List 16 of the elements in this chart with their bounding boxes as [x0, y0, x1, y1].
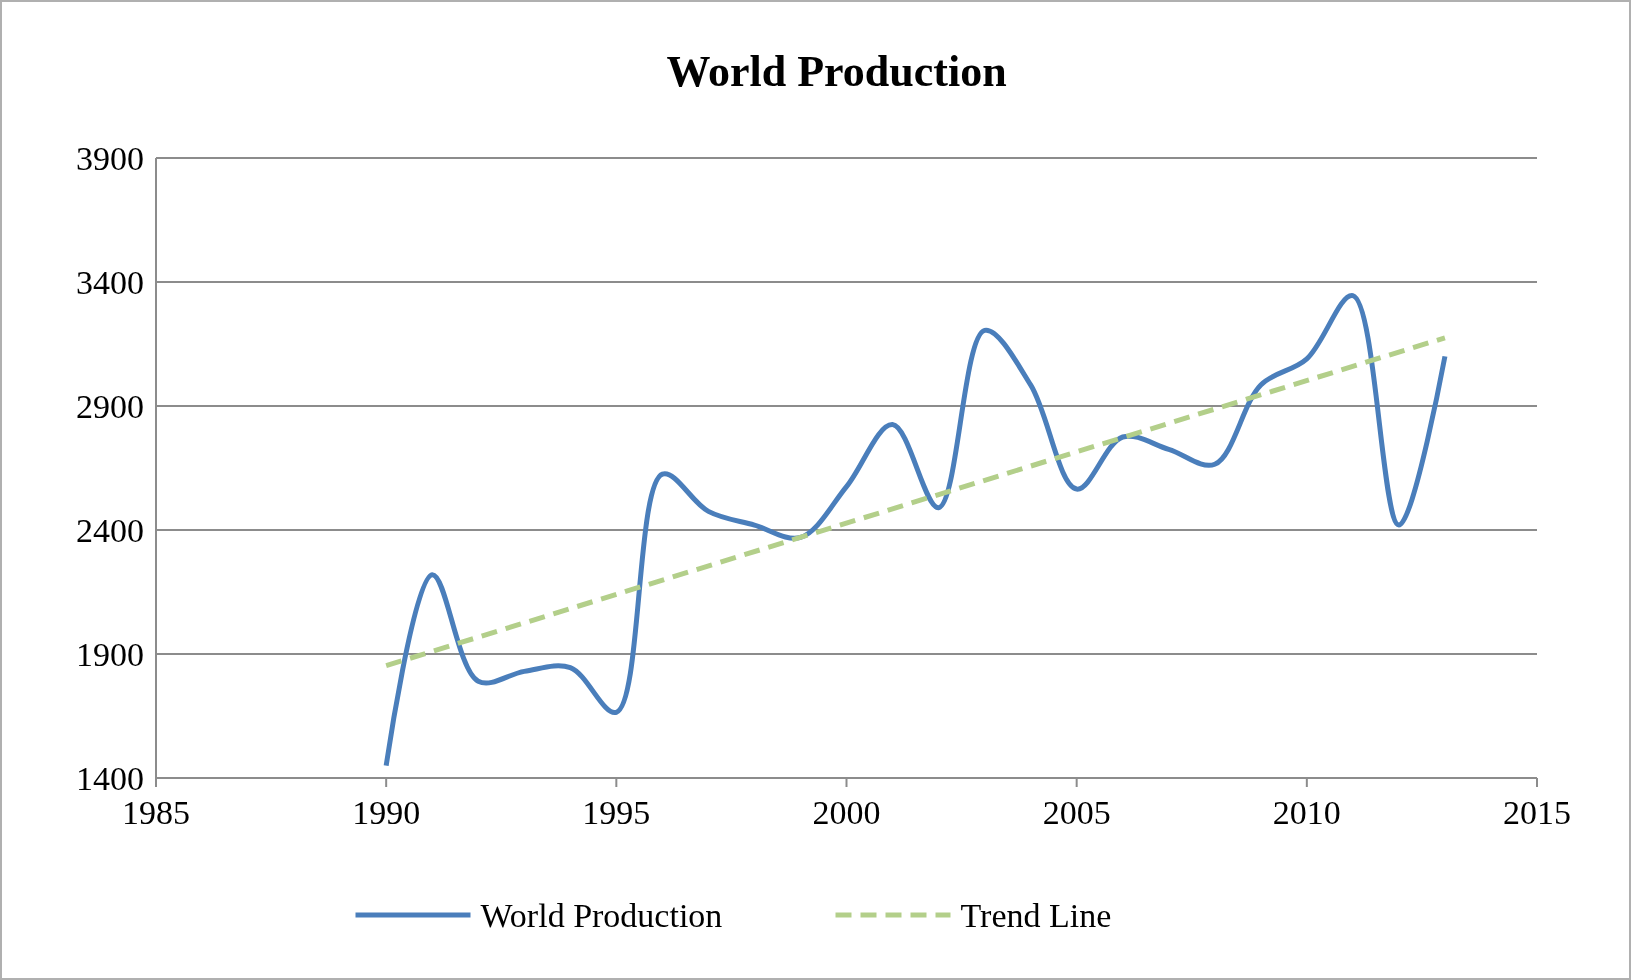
x-tick-label: 2010	[1272, 794, 1341, 831]
y-tick-label: 3400	[76, 264, 144, 301]
chart-title: World Production	[666, 47, 1007, 96]
legend-label: Trend Line	[960, 897, 1112, 934]
y-tick-label: 3900	[76, 140, 144, 177]
y-tick-label: 2400	[76, 512, 144, 549]
y-tick-label: 2900	[76, 388, 144, 425]
x-tick-label: 2005	[1042, 794, 1111, 831]
x-tick-label: 1995	[582, 794, 651, 831]
x-tick-label: 1985	[122, 794, 190, 831]
x-tick-label: 2000	[812, 794, 881, 831]
y-tick-label: 1900	[76, 636, 144, 673]
x-tick-label: 2015	[1503, 794, 1571, 831]
y-tick-label: 1400	[76, 760, 144, 797]
legend-label: World Production	[480, 897, 723, 934]
x-tick-label: 1990	[352, 794, 421, 831]
